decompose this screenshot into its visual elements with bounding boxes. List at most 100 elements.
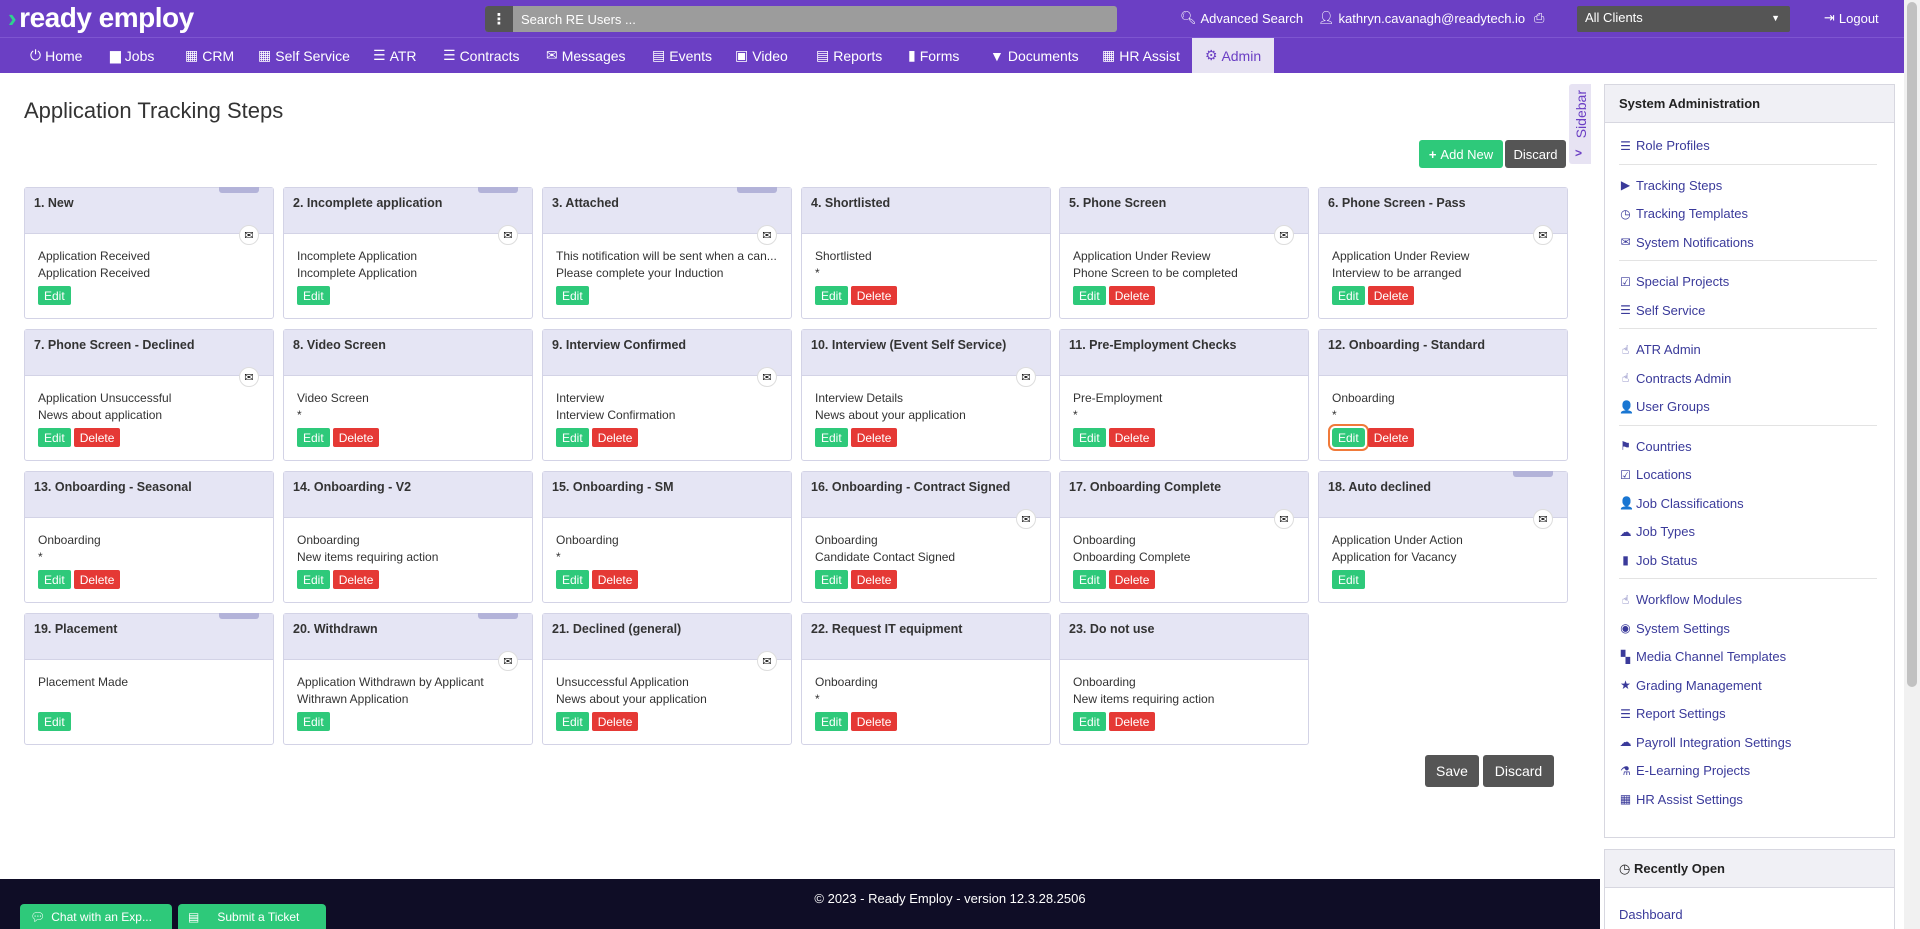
delete-step-button[interactable]: Delete (1108, 286, 1156, 305)
client-select[interactable]: All Clients ▼ (1577, 6, 1790, 32)
delete-step-button[interactable]: Delete (73, 570, 121, 589)
logout-link[interactable]: ⇥ Logout (1824, 10, 1879, 26)
search-input[interactable] (513, 6, 1117, 32)
admin-link-contracts-admin[interactable]: ☝ Contracts Admin (1619, 371, 1732, 386)
edit-step-button[interactable]: Edit (38, 570, 71, 589)
edit-step-button[interactable]: Edit (1073, 286, 1106, 305)
delete-step-button[interactable]: Delete (1108, 428, 1156, 447)
delete-step-button[interactable]: Delete (850, 428, 898, 447)
edit-step-button[interactable]: Edit (297, 286, 330, 305)
admin-link-e-learning-projects[interactable]: ⚗ E-Learning Projects (1619, 763, 1750, 778)
kebab-menu-icon[interactable]: ⋮ (485, 6, 513, 32)
edit-step-button[interactable]: Edit (38, 286, 71, 305)
edit-step-button[interactable]: Edit (815, 712, 848, 731)
chat-button[interactable]: 💬︎ Chat with an Exp... (20, 904, 172, 929)
admin-link-hr-assist-settings[interactable]: ▦ HR Assist Settings (1619, 792, 1743, 807)
edit-step-button[interactable]: Edit (556, 570, 589, 589)
nav-forms[interactable]: ▮ Forms (902, 38, 965, 73)
delete-step-button[interactable]: Delete (1108, 712, 1156, 731)
nav-home[interactable]: ⏻ Home (24, 38, 88, 73)
admin-link-system-settings[interactable]: ◉ System Settings (1619, 621, 1730, 636)
menu-icon: ▚ (1620, 649, 1631, 664)
scrollbar-thumb[interactable] (1907, 2, 1917, 687)
step-notification: * (38, 550, 43, 564)
delete-step-button[interactable]: Delete (1108, 570, 1156, 589)
admin-link-role-profiles[interactable]: ☰ Role Profiles (1619, 138, 1710, 153)
delete-step-button[interactable]: Delete (850, 570, 898, 589)
edit-step-button[interactable]: Edit (1328, 424, 1369, 451)
submit-ticket-button[interactable]: ▤ Submit a Ticket (178, 904, 326, 929)
nav-contracts[interactable]: ☰ Contracts (437, 38, 525, 73)
admin-link-workflow-modules[interactable]: ☝ Workflow Modules (1619, 592, 1742, 607)
edit-step-button[interactable]: Edit (556, 428, 589, 447)
admin-link-job-status[interactable]: ▮ Job Status (1619, 553, 1697, 568)
user-account-link[interactable]: 👤︎ kathryn.cavanagh@readytech.io (1318, 10, 1525, 26)
menu-icon: ★ (1620, 678, 1631, 692)
delete-step-button[interactable]: Delete (591, 570, 639, 589)
discard-top-button[interactable]: Discard (1505, 140, 1566, 168)
admin-link-tracking-steps[interactable]: ▶ Tracking Steps (1619, 178, 1722, 193)
admin-link-media-channel-templates[interactable]: ▚ Media Channel Templates (1619, 649, 1786, 664)
admin-link-locations[interactable]: ☑ Locations (1619, 467, 1692, 482)
edit-step-button[interactable]: Edit (556, 286, 589, 305)
edit-step-button[interactable]: Edit (815, 570, 848, 589)
edit-step-button[interactable]: Edit (1332, 286, 1365, 305)
admin-link-special-projects[interactable]: ☑ Special Projects (1619, 274, 1729, 289)
edit-step-button[interactable]: Edit (38, 712, 71, 731)
edit-step-button[interactable]: Edit (1073, 570, 1106, 589)
nav-jobs[interactable]: ▆ Jobs (104, 38, 160, 73)
step-card-body: Onboarding * (543, 518, 791, 566)
menu-icon: ⚑ (1620, 439, 1631, 453)
discard-bottom-button[interactable]: Discard (1483, 755, 1554, 787)
edit-step-button[interactable]: Edit (556, 712, 589, 731)
delete-step-button[interactable]: Delete (73, 428, 121, 447)
admin-link-report-settings[interactable]: ☰ Report Settings (1619, 706, 1726, 721)
delete-step-button[interactable]: Delete (332, 428, 380, 447)
edit-step-button[interactable]: Edit (1073, 428, 1106, 447)
add-new-button[interactable]: + Add New (1419, 140, 1503, 168)
delete-step-button[interactable]: Delete (332, 570, 380, 589)
nav-messages[interactable]: ✉ Messages (540, 38, 632, 73)
nav-documents[interactable]: ▼ Documents (984, 38, 1085, 73)
delete-step-button[interactable]: Delete (850, 712, 898, 731)
advanced-search-link[interactable]: 🔍︎ Advanced Search (1180, 10, 1303, 26)
delete-step-button[interactable]: Delete (1367, 286, 1415, 305)
edit-step-button[interactable]: Edit (1332, 570, 1365, 589)
page-scrollbar[interactable] (1904, 0, 1920, 929)
step-card-tab (219, 613, 259, 619)
admin-link-countries[interactable]: ⚑ Countries (1619, 439, 1692, 454)
delete-step-button[interactable]: Delete (850, 286, 898, 305)
admin-link-atr-admin[interactable]: ☝ ATR Admin (1619, 342, 1701, 357)
sidebar-toggle[interactable]: Sidebar > (1569, 84, 1591, 164)
print-icon[interactable]: ⎙ (1534, 10, 1545, 25)
edit-step-button[interactable]: Edit (815, 286, 848, 305)
admin-link-system-notifications[interactable]: ✉ System Notifications (1619, 235, 1753, 250)
admin-link-job-classifications[interactable]: 👤 Job Classifications (1619, 496, 1744, 511)
admin-link-grading-management[interactable]: ★ Grading Management (1619, 678, 1762, 693)
edit-step-button[interactable]: Edit (297, 428, 330, 447)
recent-item-dashboard[interactable]: Dashboard (1619, 907, 1683, 922)
delete-step-button[interactable]: Delete (591, 428, 639, 447)
edit-step-button[interactable]: Edit (38, 428, 71, 447)
admin-link-user-groups[interactable]: 👤 User Groups (1619, 399, 1710, 414)
logo[interactable]: › ready employ (8, 2, 194, 34)
nav-atr[interactable]: ☰ ATR (367, 38, 423, 73)
save-button[interactable]: Save (1425, 755, 1479, 787)
edit-step-button[interactable]: Edit (297, 570, 330, 589)
delete-step-button[interactable]: Delete (1367, 428, 1415, 447)
edit-step-button[interactable]: Edit (815, 428, 848, 447)
admin-link-job-types[interactable]: ☁ Job Types (1619, 524, 1696, 539)
nav-hr-assist[interactable]: ▦ HR Assist (1096, 38, 1186, 73)
admin-link-self-service[interactable]: ☰ Self Service (1619, 303, 1705, 318)
delete-step-button[interactable]: Delete (591, 712, 639, 731)
nav-reports[interactable]: ▤ Reports (810, 38, 888, 73)
nav-admin[interactable]: ⚙ Admin (1192, 38, 1274, 73)
nav-events[interactable]: ▤ Events (646, 38, 718, 73)
admin-link-payroll-integration-settings[interactable]: ☁ Payroll Integration Settings (1619, 735, 1792, 750)
nav-video[interactable]: ▣ Video (729, 38, 794, 73)
admin-link-tracking-templates[interactable]: ◷ Tracking Templates (1619, 206, 1748, 221)
nav-crm[interactable]: ▦ CRM (179, 38, 240, 73)
nav-self-service[interactable]: ▦ Self Service (252, 38, 356, 73)
edit-step-button[interactable]: Edit (297, 712, 330, 731)
edit-step-button[interactable]: Edit (1073, 712, 1106, 731)
